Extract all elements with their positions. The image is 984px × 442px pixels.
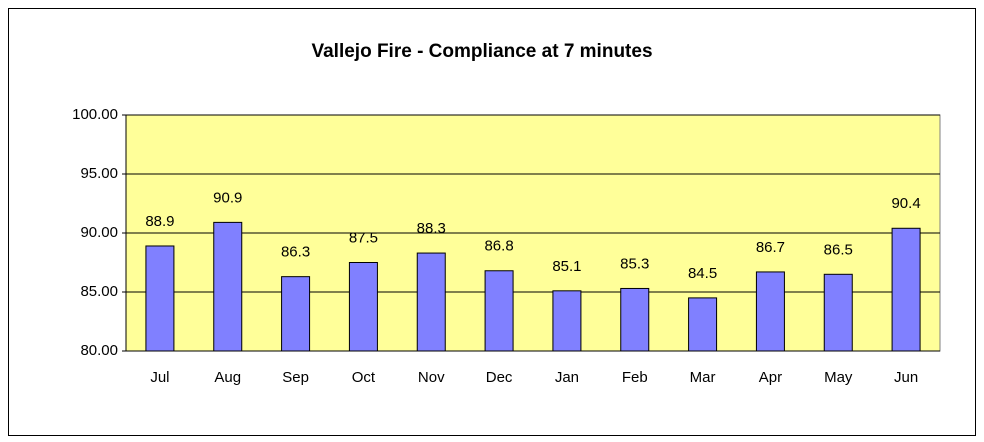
data-label: 84.5 <box>688 265 717 282</box>
bar <box>823 273 853 352</box>
bar <box>145 245 175 352</box>
x-tick-label: May <box>824 369 853 386</box>
bar <box>416 252 446 352</box>
data-label: 86.5 <box>824 241 853 258</box>
data-label: 85.1 <box>552 258 581 275</box>
x-tick-label: Dec <box>486 369 513 386</box>
x-tick-label: Mar <box>690 369 716 386</box>
x-tick-label: Jun <box>894 369 918 386</box>
data-label: 87.5 <box>349 229 378 246</box>
y-tick-label: 90.00 <box>80 224 118 241</box>
data-label: 90.4 <box>891 195 920 212</box>
x-tick-label: Sep <box>282 369 309 386</box>
y-tick-label: 85.00 <box>80 283 118 300</box>
data-label: 88.3 <box>417 220 446 237</box>
bar <box>891 227 921 352</box>
bar <box>688 297 718 352</box>
data-label: 88.9 <box>145 213 174 230</box>
bar <box>281 276 311 352</box>
x-tick-label: Nov <box>418 369 445 386</box>
x-tick-label: Aug <box>214 369 241 386</box>
x-tick-label: Jul <box>150 369 169 386</box>
data-label: 85.3 <box>620 255 649 272</box>
y-tick-label: 80.00 <box>80 342 118 359</box>
data-label: 86.3 <box>281 244 310 261</box>
y-tick-label: 95.00 <box>80 165 118 182</box>
y-tick-label: 100.00 <box>72 106 118 123</box>
chart-title: Vallejo Fire - Compliance at 7 minutes <box>311 41 652 62</box>
x-tick-label: Oct <box>352 369 376 386</box>
data-label: 86.8 <box>484 238 513 255</box>
bar <box>348 262 378 352</box>
x-tick-label: Apr <box>759 369 782 386</box>
bar <box>755 271 785 352</box>
bar <box>620 287 650 352</box>
bar <box>552 290 582 352</box>
x-tick-label: Feb <box>622 369 648 386</box>
bar <box>213 221 243 352</box>
bar <box>484 270 514 352</box>
data-label: 90.9 <box>213 189 242 206</box>
x-tick-label: Jan <box>555 369 579 386</box>
data-label: 86.7 <box>756 239 785 256</box>
